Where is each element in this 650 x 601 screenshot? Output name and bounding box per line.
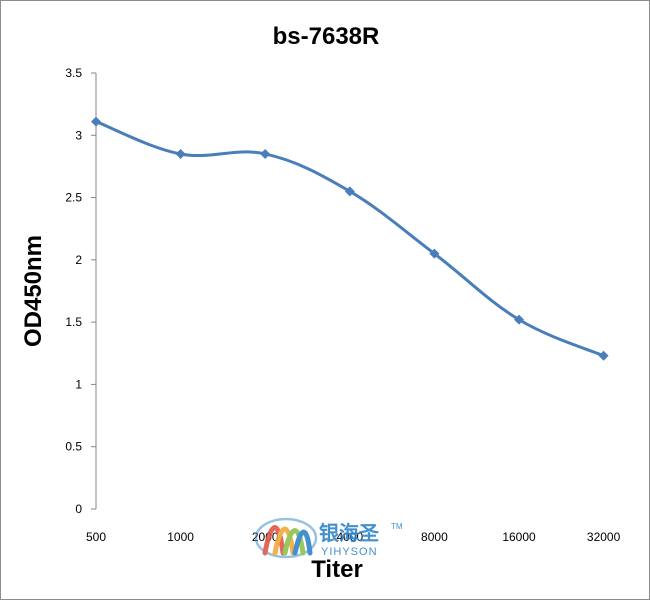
x-tick-label: 4000 (336, 530, 363, 544)
y-tick-label: 1 (75, 377, 82, 391)
y-tick-label: 0.5 (65, 440, 82, 454)
x-tick-label: 16000 (502, 530, 536, 544)
y-tick-label: 3.5 (65, 66, 82, 80)
y-axis-label: OD450nm (20, 235, 47, 347)
y-axis: 0 0.5 1 1.5 2 2.5 3 3.5 (65, 66, 97, 516)
series-line (94, 120, 606, 358)
series-markers (91, 116, 609, 361)
yihyson-watermark: 银海圣 TM YIHYSON (254, 517, 403, 559)
data-point-marker (429, 248, 440, 259)
watermark-trademark: TM (391, 522, 403, 531)
watermark-brand-en: YIHYSON (321, 546, 378, 558)
y-tick-label: 3 (75, 128, 82, 142)
y-tick-label: 0 (75, 502, 82, 516)
data-point-marker (260, 148, 271, 159)
x-tick-label: 500 (86, 530, 106, 544)
data-point-marker (344, 186, 355, 197)
yihyson-logo-icon (254, 517, 318, 559)
x-axis: 500 1000 2000 4000 8000 16000 32000 (86, 530, 621, 544)
watermark-brand-cn: 银海圣 (319, 521, 380, 545)
x-tick-label: 32000 (587, 530, 621, 544)
x-axis-label: Titer (311, 556, 363, 583)
data-point-marker (598, 350, 609, 361)
y-tick-label: 1.5 (65, 315, 82, 329)
y-tick-label: 2.5 (65, 191, 82, 205)
chart-title: bs-7638R (273, 23, 380, 50)
data-point-marker (91, 116, 101, 127)
data-point-marker (514, 314, 524, 325)
x-tick-label: 1000 (167, 530, 194, 544)
y-tick-label: 2 (75, 253, 82, 267)
x-tick-label: 8000 (421, 530, 448, 544)
data-point-marker (175, 148, 186, 159)
